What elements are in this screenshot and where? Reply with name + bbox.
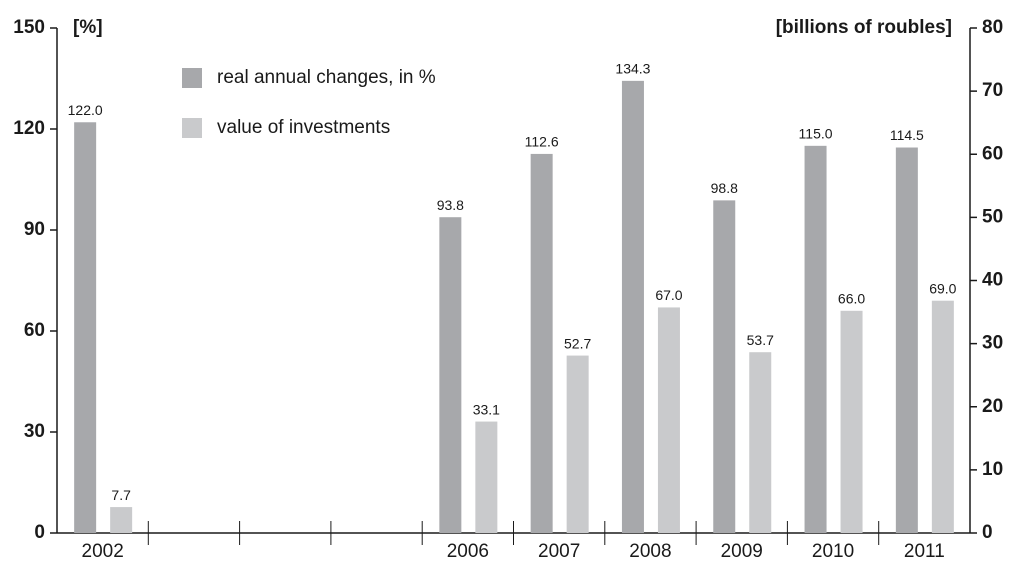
x-tick-label: 2007 (538, 541, 580, 562)
value-label: 52.7 (564, 335, 591, 351)
legend-swatch (182, 118, 202, 138)
y2-axis-label: [billions of roubles] (776, 17, 952, 38)
y2-tick-label: 10 (982, 459, 1003, 480)
y2-tick-label: 80 (982, 17, 1003, 38)
bar (439, 217, 462, 533)
y-tick-label: 30 (24, 421, 45, 442)
bar (566, 355, 589, 533)
value-label: 69.0 (929, 280, 956, 296)
bar (840, 310, 863, 533)
y2-tick-label: 30 (982, 333, 1003, 354)
bar (804, 145, 827, 534)
legend-label: value of investments (217, 117, 390, 138)
y-tick-label: 150 (13, 17, 45, 38)
y-tick-label: 90 (24, 219, 45, 240)
x-tick-label: 2009 (721, 541, 763, 562)
bar (657, 307, 680, 533)
bar (895, 147, 918, 533)
x-tick-label: 2008 (629, 541, 671, 562)
x-tick-label: 2006 (447, 541, 489, 562)
value-label: 66.0 (838, 291, 865, 307)
legend-swatch (182, 68, 202, 88)
bar (530, 153, 553, 533)
value-label: 112.6 (525, 134, 559, 150)
y-tick-label: 60 (24, 320, 45, 341)
bar (749, 352, 772, 533)
y2-tick-label: 70 (982, 80, 1003, 101)
value-label: 114.5 (890, 127, 924, 143)
value-label: 33.1 (473, 401, 500, 417)
y-tick-label: 0 (34, 522, 45, 543)
x-tick-label: 2011 (904, 541, 945, 562)
bar (110, 507, 133, 533)
value-label: 122.0 (68, 102, 103, 118)
bar (475, 421, 498, 533)
x-tick-label: 2010 (812, 541, 854, 562)
value-label: 115.0 (799, 126, 833, 142)
y-axis-label: [%] (73, 17, 103, 38)
y2-tick-label: 50 (982, 206, 1003, 227)
bar (713, 200, 736, 533)
value-label: 93.8 (437, 197, 464, 213)
bar (74, 122, 97, 534)
value-label: 98.8 (711, 180, 738, 196)
x-tick-label: 2002 (82, 541, 124, 562)
y2-tick-label: 40 (982, 270, 1003, 291)
bar (621, 80, 644, 534)
value-label: 134.3 (615, 61, 650, 77)
legend-label: real annual changes, in % (217, 67, 436, 88)
y2-tick-label: 20 (982, 396, 1003, 417)
y-tick-label: 120 (13, 118, 45, 139)
value-label: 53.7 (747, 332, 774, 348)
y2-tick-label: 0 (982, 522, 993, 543)
value-label: 7.7 (111, 487, 131, 503)
bar (931, 300, 954, 533)
y2-tick-label: 60 (982, 143, 1003, 164)
value-label: 67.0 (655, 287, 682, 303)
